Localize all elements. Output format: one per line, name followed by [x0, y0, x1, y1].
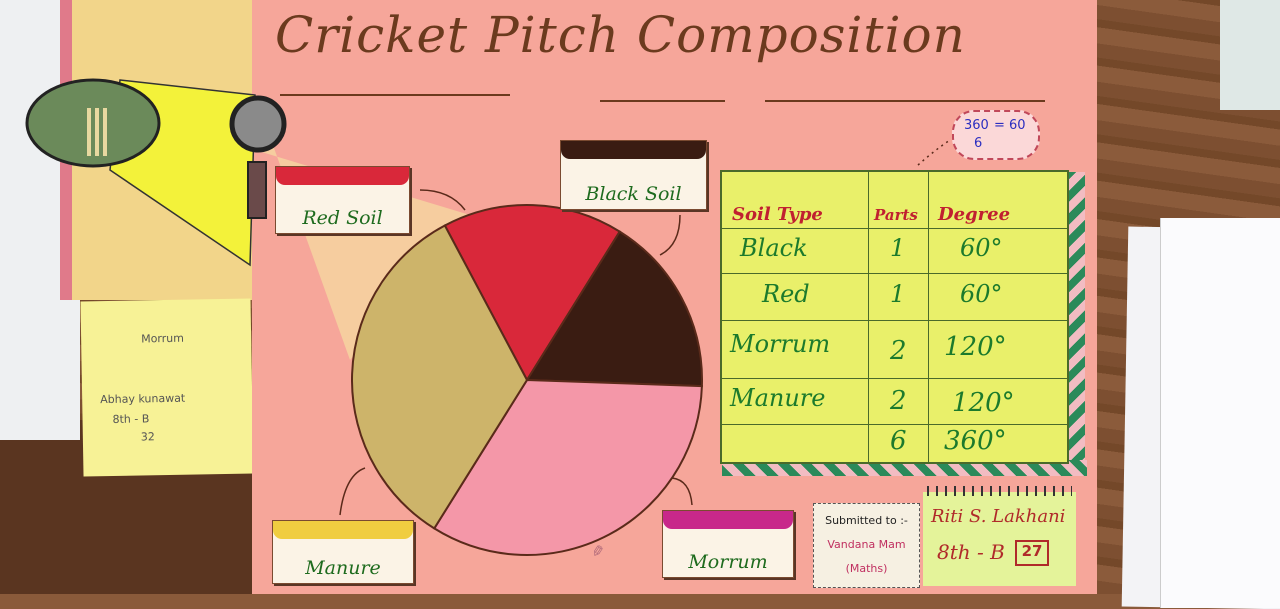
- header-degree: Degree: [938, 204, 1011, 225]
- stump: [87, 108, 91, 156]
- table-col-line: [928, 172, 929, 462]
- cell-degree: 60°: [960, 280, 1003, 308]
- stump: [95, 108, 99, 156]
- stump: [103, 108, 107, 156]
- header-soil-type: Soil Type: [732, 204, 823, 225]
- pie-slice-morrum: [432, 378, 703, 556]
- pie-slice-manure: [351, 224, 529, 530]
- magnifier-lens: [229, 95, 287, 153]
- magnifier-handle: [247, 161, 267, 219]
- label-text: Black Soil: [585, 183, 682, 205]
- paper-sheet: [1160, 218, 1280, 608]
- label-text: Manure: [305, 557, 381, 579]
- cell-parts: 2: [890, 336, 907, 366]
- ratio-equals: =: [994, 118, 1005, 133]
- table-row: [722, 320, 1067, 379]
- submitted-line: (Maths): [845, 562, 888, 575]
- cell-soil: Red: [762, 280, 810, 308]
- label-band: [273, 521, 413, 539]
- label-black-soil: Black Soil: [560, 140, 707, 210]
- label-morrum: Morrum: [662, 510, 794, 578]
- table-col-line: [868, 172, 869, 462]
- label-text: Red Soil: [302, 207, 383, 229]
- label-band: [561, 141, 706, 159]
- student-name: Riti S. Lakhani: [931, 506, 1066, 527]
- header-parts: Parts: [874, 206, 918, 224]
- paper-corner: [1220, 0, 1280, 110]
- label-manure: Manure: [272, 520, 414, 584]
- cell-degree: 120°: [952, 388, 1015, 418]
- title-underline: [280, 94, 510, 96]
- label-band: [276, 167, 409, 185]
- table-header-row: [722, 172, 1067, 229]
- student-class: 8th - B: [937, 540, 1005, 564]
- cell-degree: 120°: [944, 332, 1007, 362]
- table-row: [722, 378, 1067, 425]
- label-red-soil: Red Soil: [275, 166, 410, 234]
- table-shadow-stripe: [722, 460, 1087, 476]
- cell-degree: 60°: [960, 234, 1003, 262]
- cell-total-parts: 6: [890, 426, 907, 456]
- roll-number: 27: [1015, 540, 1049, 566]
- sticky-line: 32: [140, 430, 155, 444]
- ratio-numerator: 360: [964, 118, 989, 133]
- title-underline: [765, 100, 1045, 102]
- submitted-to-card: Submitted to :- Vandana Mam (Maths): [813, 503, 920, 588]
- cell-total-degree: 360°: [944, 426, 1007, 456]
- submitted-line: Submitted to :-: [825, 514, 908, 527]
- ratio-result: 60: [1009, 118, 1026, 133]
- soil-table: Soil Type Parts Degree Black 1 60° Red 1…: [720, 170, 1069, 464]
- pitch-photo: [25, 78, 161, 168]
- label-text: Morrum: [688, 551, 768, 573]
- table-row: [722, 273, 1067, 321]
- poster-title: Cricket Pitch Composition: [275, 6, 966, 64]
- cell-soil: Morrum: [730, 330, 831, 358]
- ratio-denominator: 6: [974, 136, 983, 151]
- label-band: [663, 511, 793, 529]
- pie-slice-black-soil: [525, 230, 703, 388]
- cell-soil: Black: [740, 234, 808, 262]
- submitted-line: Vandana Mam: [827, 538, 906, 551]
- spiral-binding: [927, 486, 1072, 496]
- pie-chart: [351, 204, 703, 556]
- pie-slice-red-soil: [443, 204, 622, 382]
- table-shadow-stripe: [1065, 172, 1085, 470]
- cell-parts: 1: [890, 280, 906, 308]
- cell-parts: 1: [890, 234, 906, 262]
- title-underline: [600, 100, 725, 102]
- cell-soil: Manure: [730, 384, 826, 412]
- cell-parts: 2: [890, 386, 907, 416]
- table-row: [722, 228, 1067, 274]
- ratio-bubble: 360 = 60 6: [952, 110, 1040, 160]
- student-name-card: Riti S. Lakhani 8th - B: [923, 486, 1076, 586]
